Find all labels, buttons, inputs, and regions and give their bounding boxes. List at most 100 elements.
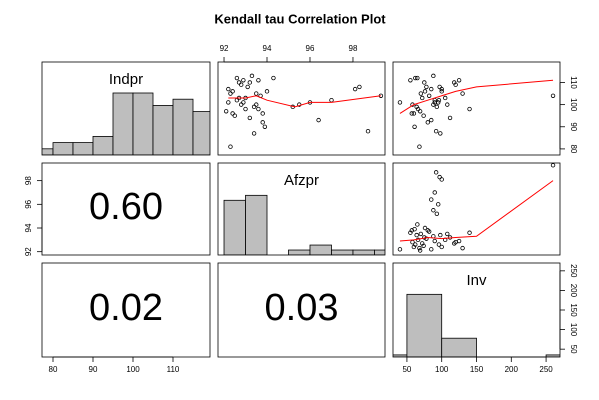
point — [438, 232, 443, 238]
point — [316, 117, 321, 123]
point — [429, 117, 434, 123]
point — [456, 238, 462, 244]
point — [452, 80, 457, 85]
chart-title: Kendall tau Correlation Plot — [214, 11, 386, 26]
y-tick-label: 94 — [24, 223, 33, 232]
histogram — [393, 293, 560, 357]
point — [365, 128, 371, 134]
point — [411, 111, 417, 116]
point — [460, 91, 465, 96]
point — [264, 89, 270, 94]
hist-bar — [374, 249, 385, 255]
hist-bar — [223, 199, 246, 255]
point — [408, 78, 413, 83]
point — [436, 202, 441, 207]
point — [550, 163, 556, 168]
point — [432, 97, 437, 103]
x-tick-label: 100 — [126, 365, 140, 374]
point — [397, 247, 403, 252]
hist-bar — [245, 194, 268, 255]
point — [256, 106, 261, 112]
y-tick-label: 110 — [569, 76, 578, 89]
x-tick-label: 50 — [402, 365, 411, 374]
hist-bar — [52, 142, 74, 155]
hist-bar — [132, 92, 154, 155]
x-tick-label: 94 — [263, 44, 272, 53]
point — [432, 190, 437, 195]
point — [260, 111, 265, 116]
point — [417, 109, 423, 114]
point — [456, 78, 462, 83]
point — [445, 102, 450, 107]
point — [452, 241, 457, 246]
y-tick-label: 200 — [569, 284, 578, 298]
point — [232, 113, 237, 118]
point — [352, 86, 358, 92]
point — [421, 243, 426, 248]
point — [409, 111, 414, 116]
hist-bar — [92, 135, 114, 155]
panel-frame — [41, 61, 211, 156]
point — [420, 95, 425, 101]
hist-bar — [309, 244, 332, 255]
point — [262, 124, 268, 129]
point — [467, 230, 472, 235]
point — [422, 89, 428, 94]
point — [437, 84, 442, 90]
point — [414, 232, 419, 238]
point — [439, 177, 444, 182]
point — [442, 95, 448, 101]
point — [241, 100, 246, 105]
point — [329, 97, 334, 103]
point — [410, 240, 415, 245]
x-tick-label: 100 — [435, 365, 449, 374]
y-tick-label: 100 — [569, 323, 578, 337]
point — [243, 106, 248, 112]
point — [251, 131, 257, 136]
point — [409, 228, 414, 233]
point — [429, 247, 434, 252]
point — [436, 100, 441, 105]
point — [445, 231, 450, 237]
hist-bar — [152, 105, 174, 155]
correlation: 0.03 — [265, 287, 339, 329]
point — [431, 102, 436, 107]
scatter — [397, 73, 556, 149]
point — [226, 100, 231, 105]
point — [426, 229, 432, 234]
point — [228, 91, 233, 96]
point — [434, 104, 440, 110]
point — [417, 144, 422, 149]
point — [431, 73, 436, 79]
point — [245, 84, 250, 90]
point — [239, 102, 244, 107]
x-tick-label: 96 — [306, 44, 315, 53]
y-tick-label: 90 — [569, 122, 578, 131]
scatter — [397, 163, 556, 253]
x-tick-label: 110 — [167, 365, 180, 374]
hist-bar — [352, 249, 375, 255]
point — [460, 245, 465, 251]
smooth-line — [228, 95, 381, 108]
panel-frame — [217, 162, 386, 256]
scatter — [223, 73, 384, 149]
hist-bar — [406, 293, 443, 357]
panel-frame — [217, 262, 386, 358]
point — [241, 78, 246, 83]
x-tick-label: 90 — [89, 365, 98, 374]
point — [415, 75, 420, 81]
point — [434, 211, 440, 216]
point — [436, 97, 442, 103]
histogram — [42, 92, 210, 155]
hist-bar — [288, 249, 311, 255]
point — [234, 97, 240, 103]
point — [247, 80, 253, 85]
point — [422, 80, 427, 85]
point — [247, 115, 253, 121]
point — [447, 115, 453, 121]
y-tick-label: 80 — [569, 144, 578, 153]
point — [550, 93, 556, 98]
point — [228, 144, 233, 149]
point — [254, 102, 259, 107]
